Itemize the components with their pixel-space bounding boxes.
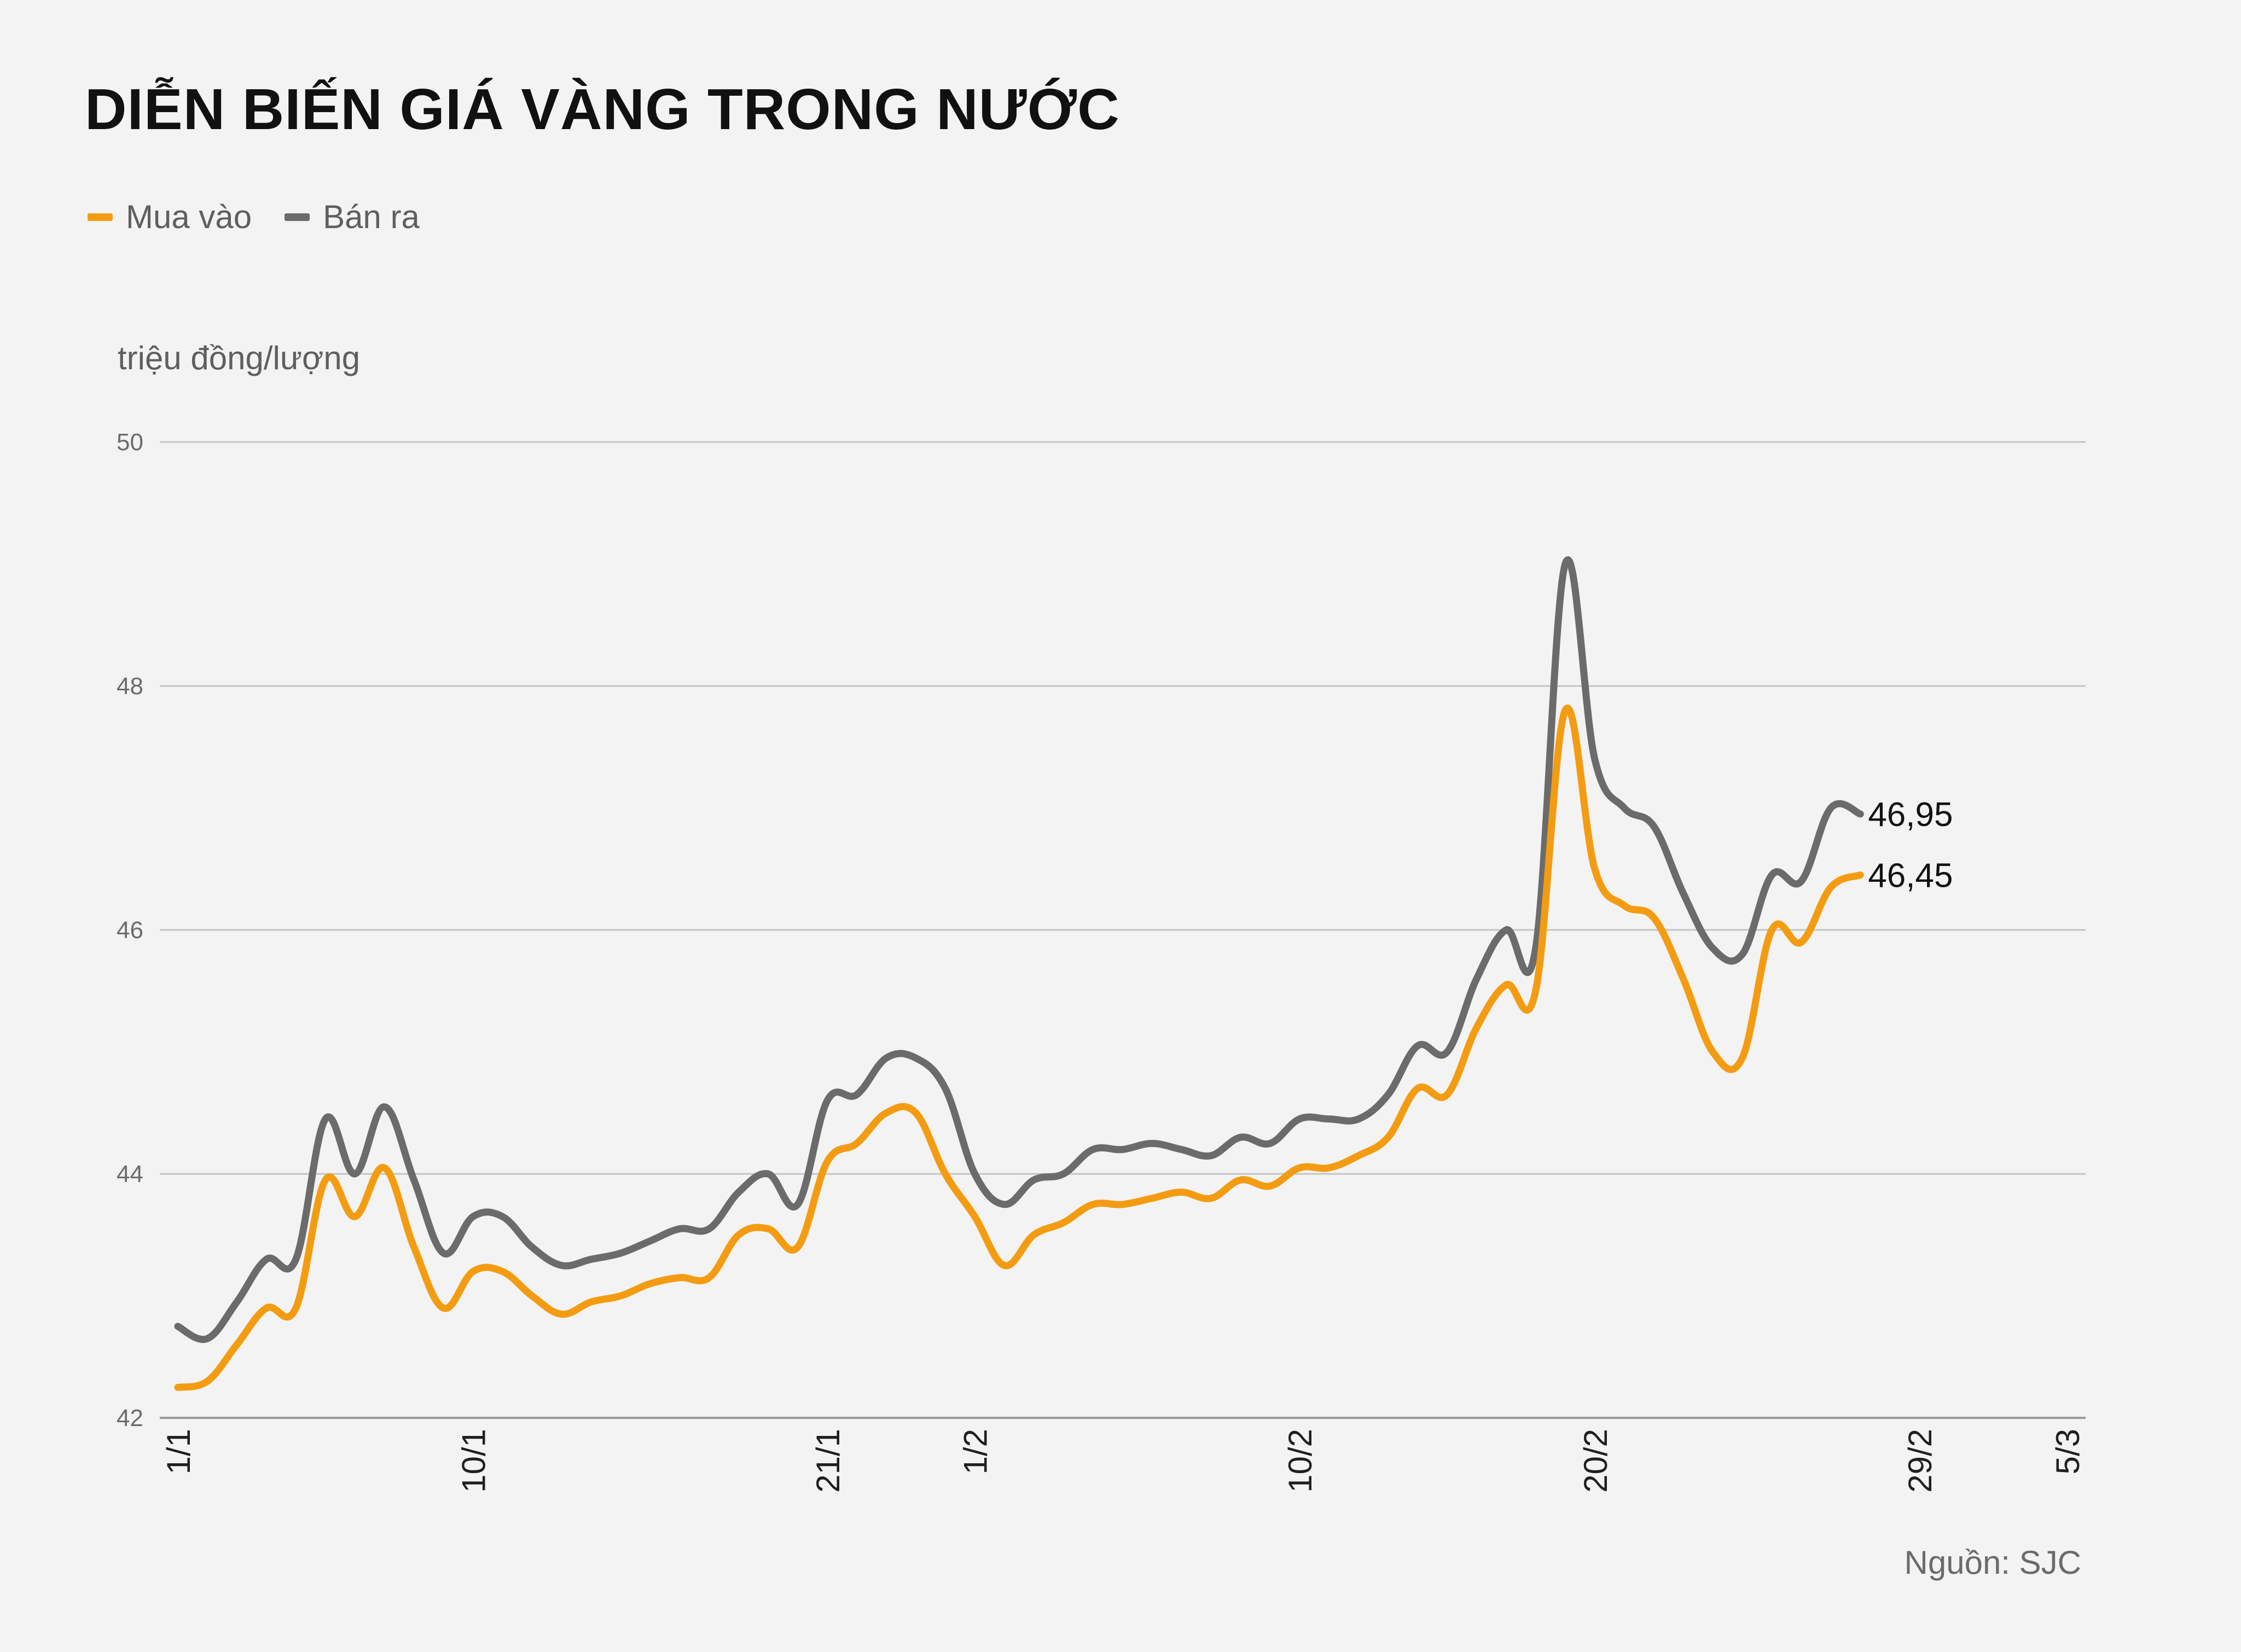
end-value-label-ban-ra: 46,95 xyxy=(1868,796,1953,834)
series-line-mua-vao xyxy=(174,705,1864,1391)
chart-title: DIỄN BIẾN GIÁ VÀNG TRONG NƯỚC xyxy=(85,77,1120,142)
x-tick-label: 1/2 xyxy=(957,1429,994,1474)
x-tick-label: 5/3 xyxy=(2050,1429,2086,1474)
x-tick-label: 21/1 xyxy=(810,1429,846,1493)
legend-swatch-mua-vao xyxy=(88,213,113,221)
legend-swatch-ban-ra xyxy=(285,213,310,221)
y-tick-label: 50 xyxy=(117,429,143,456)
legend-item-mua-vao: Mua vào xyxy=(88,198,252,236)
y-axis-title: triệu đồng/lượng xyxy=(118,340,360,376)
x-tick-label: 20/2 xyxy=(1577,1429,1614,1493)
y-tick-label: 42 xyxy=(117,1405,143,1432)
x-tick-label: 1/1 xyxy=(160,1429,197,1474)
x-tick-label: 10/1 xyxy=(456,1429,492,1493)
y-tick-label: 44 xyxy=(117,1161,143,1188)
y-tick-label: 48 xyxy=(117,673,143,700)
end-value-label-mua-vao: 46,45 xyxy=(1868,857,1953,895)
legend-label-mua-vao: Mua vào xyxy=(126,199,252,235)
legend-label-ban-ra: Bán ra xyxy=(323,199,420,235)
source-note: Nguồn: SJC xyxy=(1904,1544,2082,1581)
x-tick-label: 10/2 xyxy=(1282,1429,1319,1493)
x-tick-label: 29/2 xyxy=(1902,1429,1938,1493)
series-line-ban-ra xyxy=(174,556,1864,1343)
legend: Mua vào Bán ra xyxy=(88,198,420,236)
y-tick-label: 46 xyxy=(117,917,143,944)
legend-item-ban-ra: Bán ra xyxy=(285,198,420,236)
